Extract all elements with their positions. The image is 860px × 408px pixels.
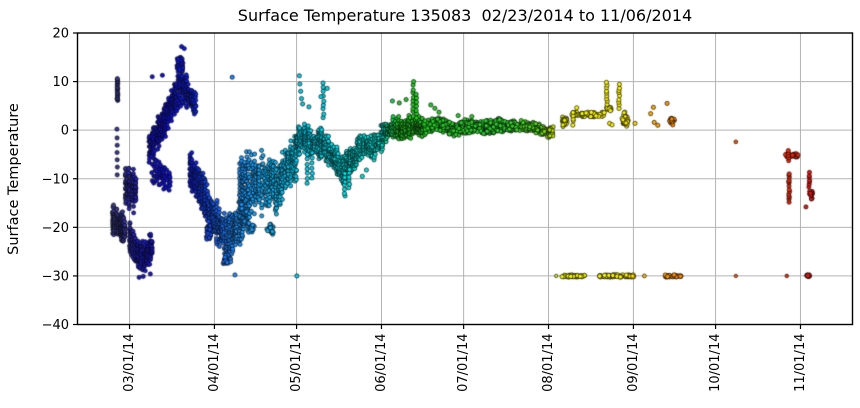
figure: Surface Temperature 135083 02/23/2014 to…	[0, 0, 860, 408]
scatter-points-canvas	[0, 0, 860, 408]
